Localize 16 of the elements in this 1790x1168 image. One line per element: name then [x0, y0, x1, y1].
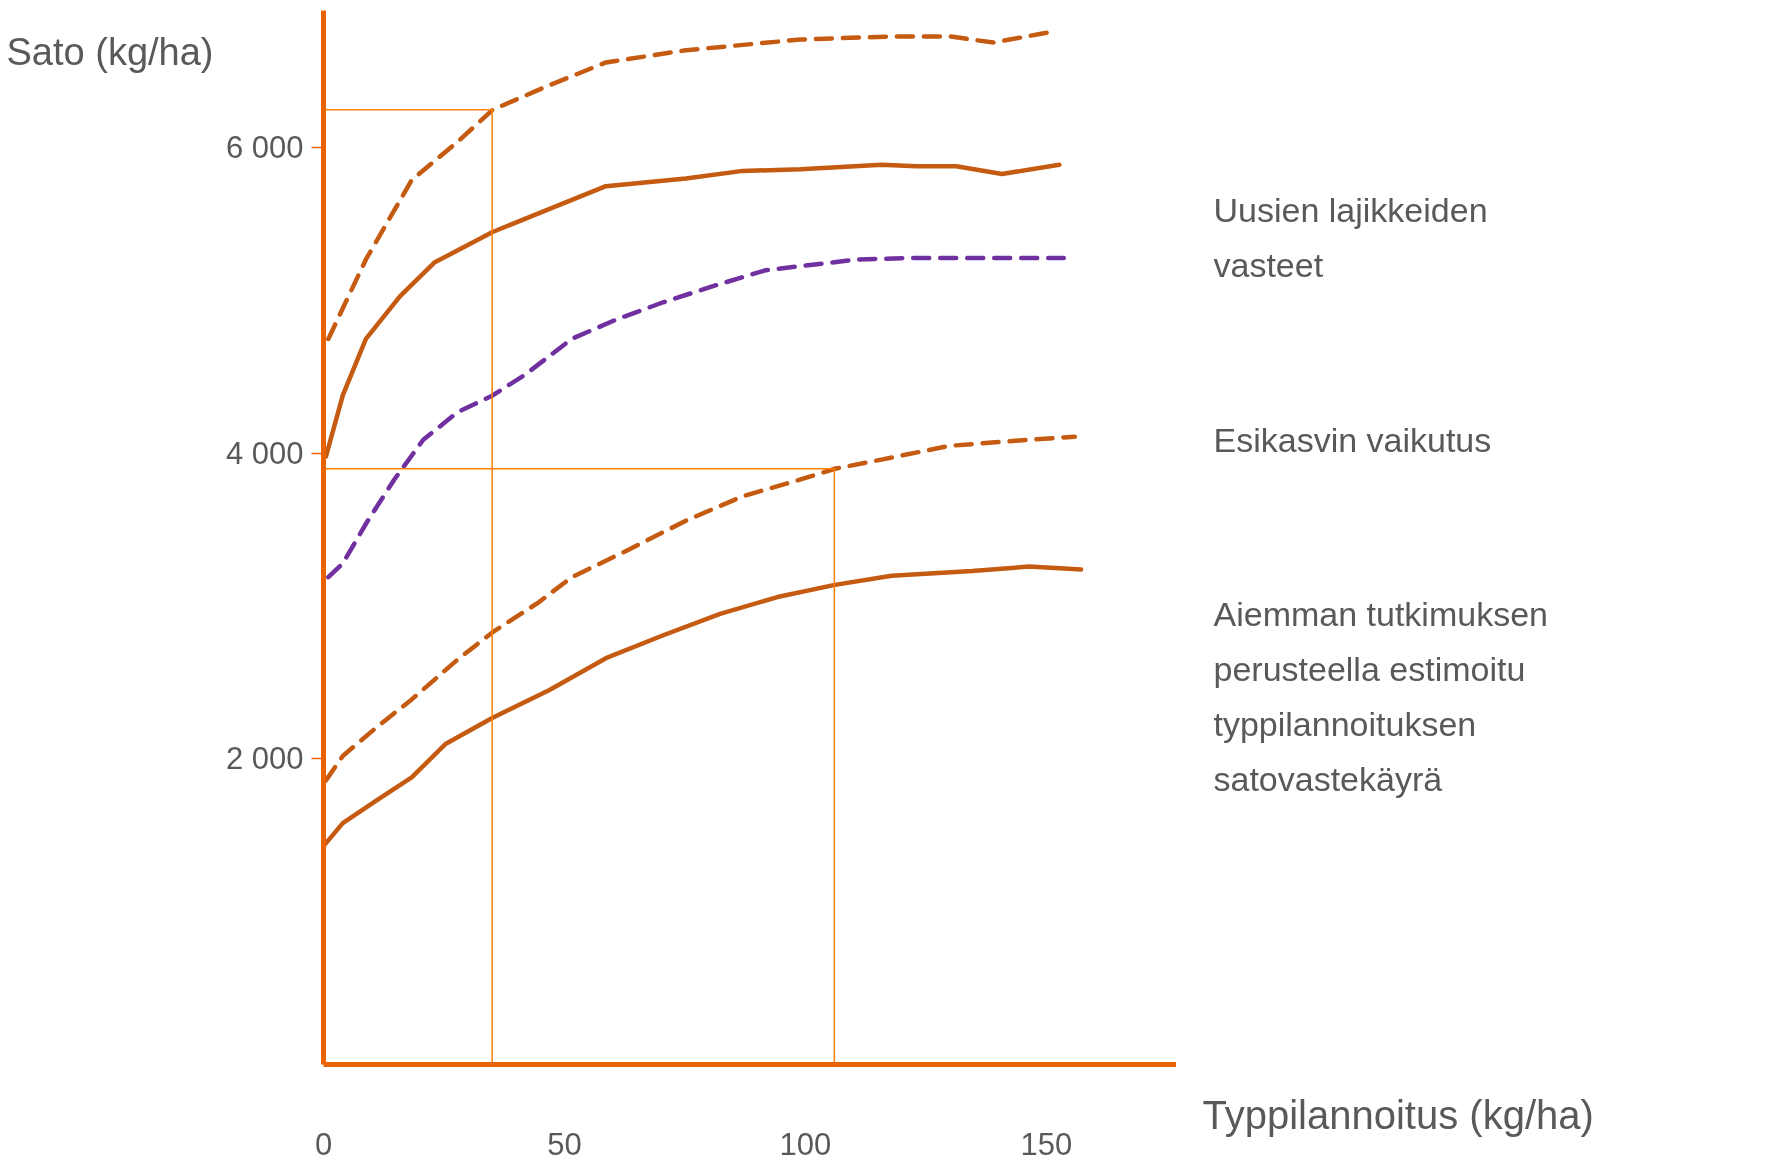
- x-tick-label: 50: [547, 1126, 582, 1162]
- text: Uusien lajikkeiden vasteet: [1213, 190, 1488, 284]
- y-axis-title: Sato (kg/ha): [6, 30, 214, 73]
- y-tick-label: 6 000: [225, 130, 304, 166]
- text: Esikasvin vaikutus: [1213, 420, 1492, 459]
- line-series: [326, 255, 1066, 580]
- line-series: [323, 162, 1062, 459]
- y-tick-label: 2 000: [225, 741, 304, 777]
- x-tick-label: 150: [1020, 1126, 1073, 1162]
- x-tick-label: 100: [779, 1126, 832, 1162]
- text: Aiemman tutkimuksen perusteella estimoitu typpilannoituksen satovastekäyrä: [1213, 594, 1548, 798]
- x-axis-title: Typpilannoitus (kg/ha): [1202, 1092, 1594, 1137]
- x-tick-label: 0: [314, 1126, 333, 1162]
- line-series: [323, 434, 1078, 783]
- line-series: [323, 564, 1084, 849]
- y-tick-label: 4 000: [225, 435, 304, 471]
